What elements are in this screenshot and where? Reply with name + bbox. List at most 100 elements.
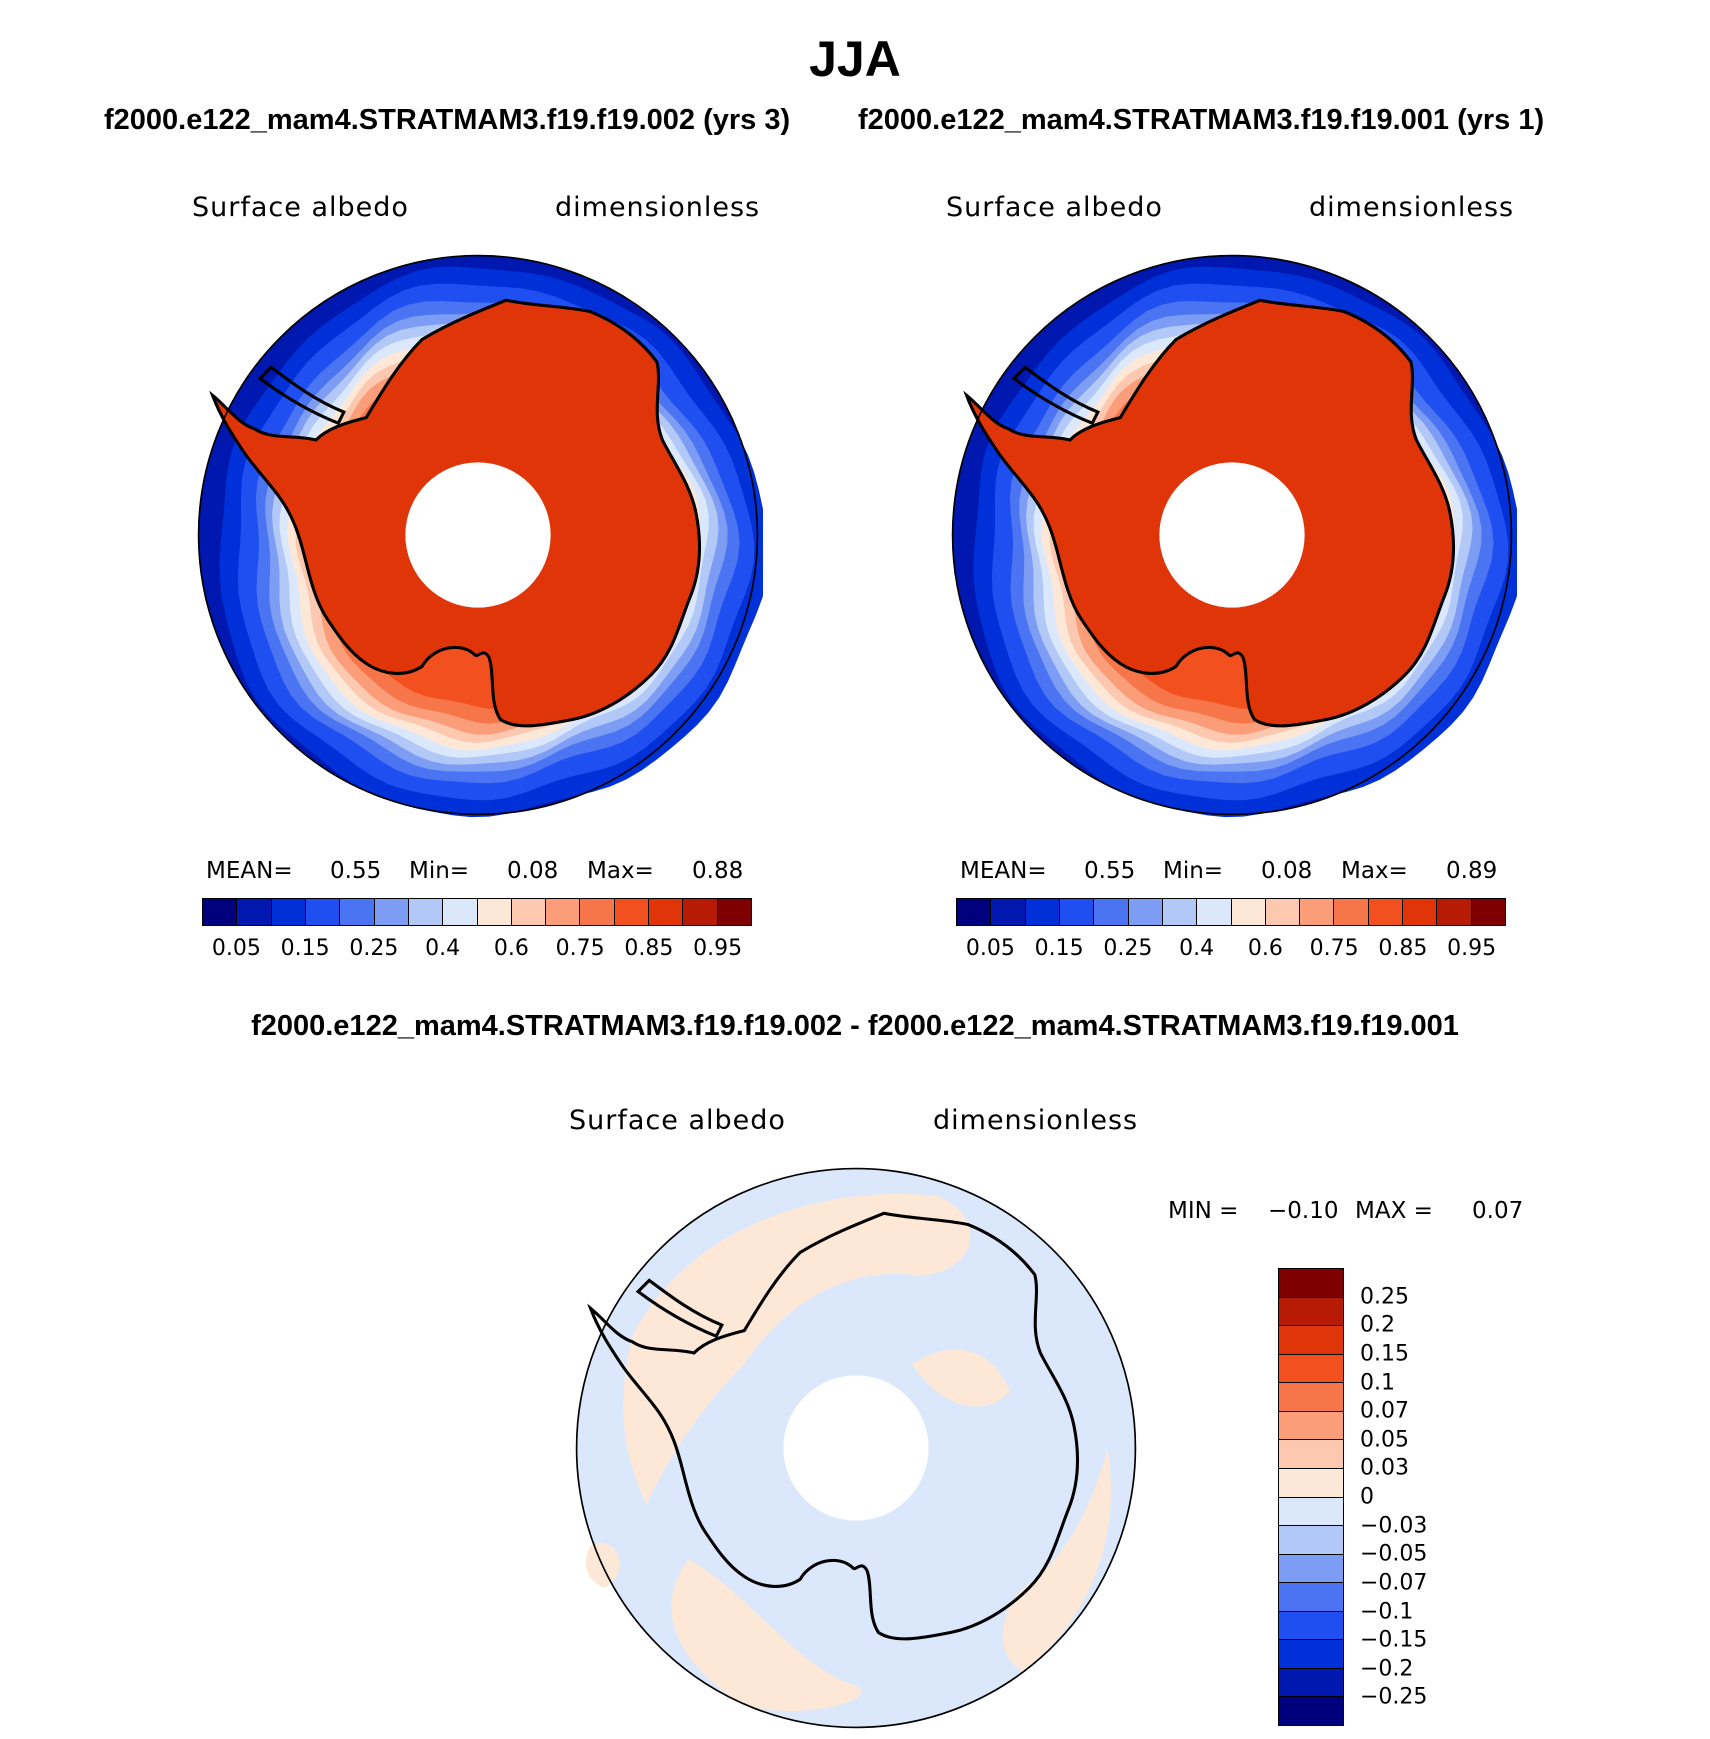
panel1-colorbar-tick-label: 0.6: [493, 936, 529, 961]
panel2-colorbar-tick-label: 0.75: [1309, 936, 1359, 961]
diff-colorbar-tick-label: −0.03: [1360, 1513, 1428, 1539]
diff-colorbar-segment: [1279, 1411, 1343, 1441]
panel1-mean-label: MEAN=: [206, 858, 293, 884]
diff-colorbar-tick-label: 0.25: [1360, 1284, 1409, 1310]
diff-max-label: MAX =: [1355, 1198, 1433, 1224]
diff-positive-patch-3: [911, 1349, 1010, 1407]
diff-colorbar-segment: [1279, 1640, 1343, 1669]
panel1-colorbar-tick-label: 0.05: [211, 936, 261, 961]
figure-title: JJA: [809, 31, 901, 87]
panel2-colorbar-segment: [1368, 899, 1404, 925]
panel1-mean-value: 0.55: [330, 858, 382, 884]
diff-positive-patch-1: [671, 1559, 862, 1712]
diff-colorbar-tick-label: −0.1: [1360, 1599, 1414, 1624]
diff-colorbar-segment: [1279, 1297, 1343, 1327]
diff-colorbar-tick-label: 0.05: [1360, 1427, 1409, 1453]
panel2-mean-label: MEAN=: [960, 858, 1047, 884]
diff-colorbar-segment: [1279, 1697, 1343, 1725]
diff-colorbar-tick-label: 0.1: [1360, 1370, 1395, 1395]
panel2-variable-label: Surface albedo: [946, 192, 1163, 223]
panel2-colorbar-segment: [1471, 899, 1505, 925]
panel2-map-border: [951, 254, 1513, 816]
panel2-colorbar-segment: [1128, 899, 1163, 925]
panel2-colorbar-tick-label: 0.95: [1447, 936, 1497, 961]
panel2-colorbar-segment: [1437, 899, 1472, 925]
diff-max-value: 0.07: [1472, 1198, 1524, 1224]
diff-colorbar-segment: [1279, 1526, 1343, 1555]
diff-colorbar-segment: [1279, 1497, 1343, 1527]
panel2-colorbar-segment: [1162, 899, 1198, 925]
panel1-min-value: 0.08: [507, 858, 559, 884]
diff-positive-patch-0: [623, 1193, 971, 1504]
difference-title: f2000.e122_mam4.STRATMAM3.f19.f19.002 - …: [251, 1010, 1459, 1042]
panel1-units-label: dimensionless: [555, 192, 761, 223]
diff-colorbar-segment: [1279, 1383, 1343, 1412]
panel1-pole-mask: [405, 462, 551, 608]
panel1-colorbar-segment: [683, 899, 718, 925]
diff-colorbar-segment: [1279, 1468, 1343, 1498]
diff-colorbar-tick-label: −0.25: [1360, 1684, 1428, 1710]
diff-colorbar-segment: [1279, 1583, 1343, 1612]
panel2-colorbar-segment: [1403, 899, 1438, 925]
panel2-units-label: dimensionless: [1309, 192, 1515, 223]
panel2-pole-mask: [1159, 462, 1305, 608]
diff-colorbar-tick-label: 0.15: [1360, 1341, 1409, 1367]
panel1-colorbar-segment: [477, 899, 512, 925]
diff-positive-patch-2: [1002, 1448, 1111, 1672]
panel1-colorbar-segment: [546, 899, 581, 925]
panel1-max-value: 0.88: [692, 858, 744, 884]
panel1-colorbar-segment: [649, 899, 684, 925]
diff-colorbar-segment: [1279, 1668, 1343, 1698]
panel2-colorbar-tick-label: 0.85: [1378, 936, 1428, 961]
panel2-colorbar-tick-label: 0.05: [965, 936, 1015, 961]
diff-colorbar-tick-label: −0.15: [1360, 1627, 1428, 1653]
diff-colorbar-tick-label: 0.07: [1360, 1398, 1409, 1424]
panel2-min-value: 0.08: [1261, 858, 1313, 884]
panel1-colorbar-tick-label: 0.4: [425, 936, 461, 961]
diff-colorbar-segment: [1279, 1611, 1343, 1641]
panel1-colorbar-segment: [614, 899, 650, 925]
panel1-colorbar-tick-label: 0.15: [280, 936, 330, 961]
diff-colorbar-tick-label: 0.03: [1360, 1455, 1409, 1481]
panel2-mean-value: 0.55: [1084, 858, 1136, 884]
panel1-colorbar-tick-label: 0.25: [349, 936, 399, 961]
panel1-colorbar-segment: [340, 899, 375, 925]
diff-colorbar-segment: [1279, 1326, 1343, 1355]
panel1-colorbar: [202, 898, 752, 926]
panel1-colorbar-tick-label: 0.75: [555, 936, 605, 961]
panel1-colorbar-segment: [374, 899, 409, 925]
panel2-colorbar-tick-label: 0.25: [1103, 936, 1153, 961]
panel1-colorbar-segment: [408, 899, 444, 925]
panel1-colorbar-segment: [443, 899, 478, 925]
diff-colorbar-segment: [1279, 1554, 1343, 1584]
case-title-right: f2000.e122_mam4.STRATMAM3.f19.f19.001 (y…: [858, 104, 1545, 136]
panel1-colorbar-tick-label: 0.95: [693, 936, 743, 961]
diff-colorbar-segment: [1279, 1354, 1343, 1384]
diff-min-value: −0.10: [1268, 1198, 1339, 1224]
diff-colorbar-segment: [1279, 1269, 1343, 1298]
panel2-colorbar-segment: [1231, 899, 1266, 925]
panel2-max-label: Max=: [1341, 858, 1408, 884]
panel1-colorbar-tick-label: 0.85: [624, 936, 674, 961]
panel2-polar-map: [947, 250, 1517, 820]
diff-polar-map: [571, 1163, 1141, 1733]
panel2-min-label: Min=: [1163, 858, 1224, 884]
panel2-colorbar-segment: [1059, 899, 1095, 925]
panel2-max-value: 0.89: [1446, 858, 1498, 884]
panel2-colorbar-segment: [1197, 899, 1232, 925]
diff-colorbar-tick-label: 0.2: [1360, 1312, 1395, 1338]
diff-units-label: dimensionless: [933, 1105, 1139, 1136]
diff-colorbar-tick-label: −0.07: [1360, 1570, 1428, 1596]
panel1-map-border: [197, 254, 759, 816]
case-title-left: f2000.e122_mam4.STRATMAM3.f19.f19.002 (y…: [104, 104, 791, 136]
panel2-colorbar-segment: [1025, 899, 1060, 925]
panel1-max-label: Max=: [587, 858, 654, 884]
diff-colorbar-tick-label: −0.2: [1360, 1656, 1414, 1682]
panel2-colorbar-segment: [991, 899, 1026, 925]
diff-min-label: MIN =: [1168, 1198, 1239, 1224]
panel1-colorbar-segment: [511, 899, 547, 925]
panel1-polar-map: [193, 250, 763, 820]
diff-pole-mask: [783, 1375, 929, 1521]
diff-colorbar-segment: [1279, 1440, 1343, 1469]
panel2-colorbar-segment: [1265, 899, 1301, 925]
